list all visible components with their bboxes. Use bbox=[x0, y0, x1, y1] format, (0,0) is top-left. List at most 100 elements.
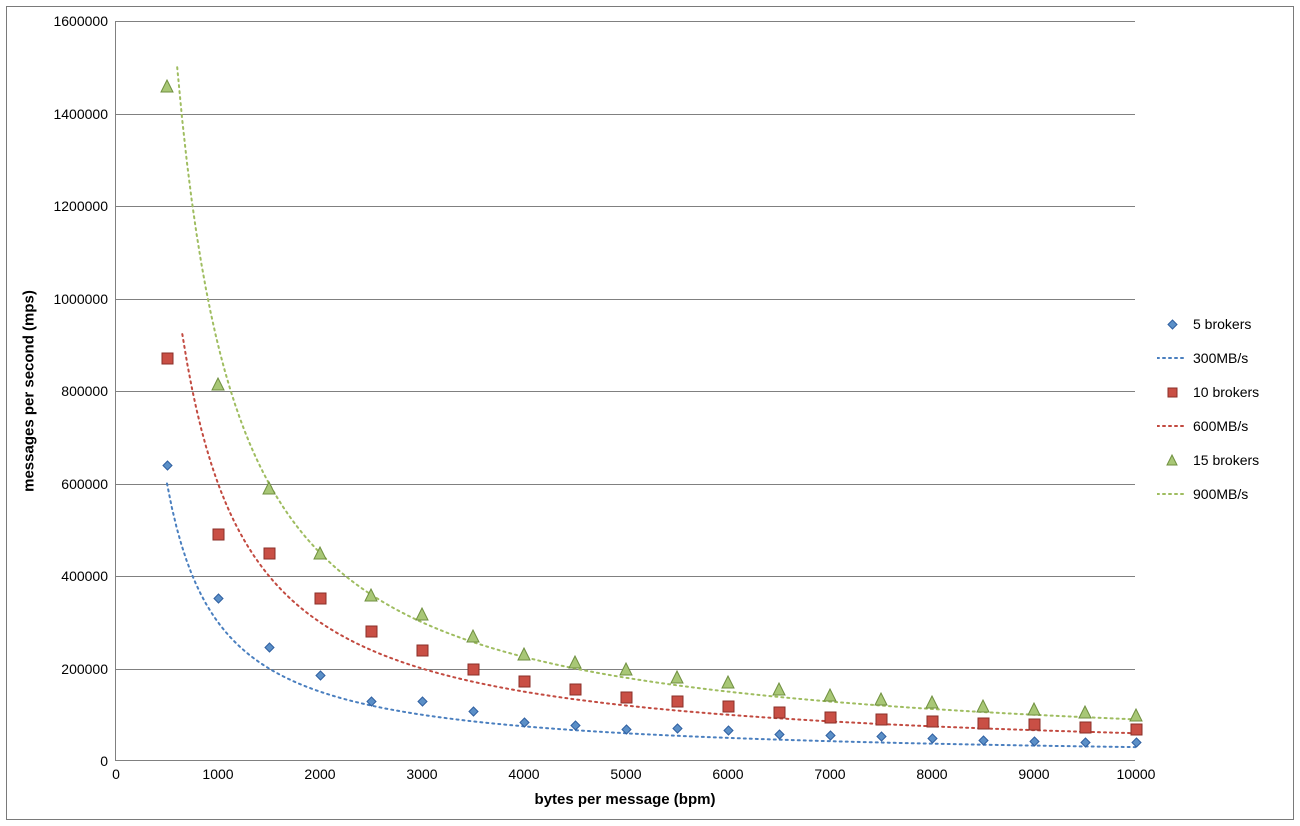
data-point bbox=[1129, 708, 1143, 722]
legend-item: 5 brokers bbox=[1157, 307, 1259, 341]
data-point bbox=[722, 700, 735, 713]
data-point bbox=[876, 731, 887, 742]
x-tick-label: 6000 bbox=[712, 760, 743, 782]
data-point bbox=[721, 675, 735, 689]
data-point bbox=[518, 675, 531, 688]
data-point bbox=[927, 733, 938, 744]
data-point bbox=[262, 481, 276, 495]
data-point bbox=[160, 79, 174, 93]
legend-label: 600MB/s bbox=[1187, 418, 1248, 434]
data-point bbox=[772, 682, 786, 696]
data-point bbox=[825, 730, 836, 741]
legend-label: 15 brokers bbox=[1187, 452, 1259, 468]
legend-item: 900MB/s bbox=[1157, 477, 1259, 511]
legend-item: 10 brokers bbox=[1157, 375, 1259, 409]
legend-label: 300MB/s bbox=[1187, 350, 1248, 366]
data-point bbox=[773, 706, 786, 719]
legend-swatch bbox=[1157, 421, 1187, 431]
data-point bbox=[621, 724, 632, 735]
y-axis-label: messages per second (mps) bbox=[21, 290, 38, 492]
x-tick-label: 2000 bbox=[304, 760, 335, 782]
legend-swatch bbox=[1157, 489, 1187, 499]
legend-swatch bbox=[1157, 387, 1187, 398]
data-point bbox=[925, 695, 939, 709]
data-point bbox=[672, 723, 683, 734]
data-point bbox=[365, 625, 378, 638]
legend-item: 600MB/s bbox=[1157, 409, 1259, 443]
data-point bbox=[774, 729, 785, 740]
data-point bbox=[467, 663, 480, 676]
x-tick-label: 10000 bbox=[1117, 760, 1156, 782]
legend-swatch bbox=[1157, 454, 1187, 466]
x-tick-label: 1000 bbox=[202, 760, 233, 782]
legend-item: 300MB/s bbox=[1157, 341, 1259, 375]
data-point bbox=[161, 352, 174, 365]
data-point bbox=[619, 662, 633, 676]
data-point bbox=[1130, 723, 1143, 736]
chart-frame: 0 200000 400000 600000 800000 1000000 1200000 1… bbox=[6, 6, 1294, 820]
data-point bbox=[315, 670, 326, 681]
y-tick-label: 400000 bbox=[61, 568, 116, 584]
x-tick-label: 3000 bbox=[406, 760, 437, 782]
data-point bbox=[468, 706, 479, 717]
legend-swatch bbox=[1157, 319, 1187, 330]
data-point bbox=[213, 593, 224, 604]
data-point bbox=[264, 642, 275, 653]
data-point bbox=[1080, 737, 1091, 748]
x-tick-label: 0 bbox=[112, 760, 120, 782]
data-point bbox=[313, 546, 327, 560]
data-point bbox=[1029, 736, 1040, 747]
y-tick-label: 600000 bbox=[61, 476, 116, 492]
legend-label: 10 brokers bbox=[1187, 384, 1259, 400]
data-point bbox=[874, 692, 888, 706]
data-point bbox=[620, 691, 633, 704]
data-point bbox=[416, 644, 429, 657]
plot-area: 0200000400000600000800000100000012000001… bbox=[115, 21, 1135, 761]
data-point bbox=[162, 460, 173, 471]
legend-swatch bbox=[1157, 353, 1187, 363]
data-point bbox=[263, 547, 276, 560]
data-point bbox=[875, 713, 888, 726]
data-point bbox=[926, 715, 939, 728]
data-point bbox=[977, 717, 990, 730]
y-tick-label: 1600000 bbox=[53, 13, 116, 29]
y-tick-label: 1200000 bbox=[53, 198, 116, 214]
data-point bbox=[1131, 737, 1142, 748]
data-point bbox=[670, 670, 684, 684]
data-point bbox=[823, 688, 837, 702]
data-point bbox=[1078, 705, 1092, 719]
legend-label: 900MB/s bbox=[1187, 486, 1248, 502]
x-axis-label: bytes per message (bpm) bbox=[535, 791, 716, 808]
data-point bbox=[211, 377, 225, 391]
trend-line-t900 bbox=[177, 67, 1136, 719]
data-point bbox=[1027, 702, 1041, 716]
legend-item: 15 brokers bbox=[1157, 443, 1259, 477]
data-point bbox=[568, 655, 582, 669]
data-point bbox=[1079, 721, 1092, 734]
y-tick-label: 1400000 bbox=[53, 106, 116, 122]
data-point bbox=[212, 528, 225, 541]
y-tick-label: 1000000 bbox=[53, 291, 116, 307]
data-point bbox=[415, 607, 429, 621]
data-point bbox=[978, 735, 989, 746]
data-point bbox=[1028, 718, 1041, 731]
x-tick-label: 4000 bbox=[508, 760, 539, 782]
data-point bbox=[364, 588, 378, 602]
data-point bbox=[976, 699, 990, 713]
x-tick-label: 7000 bbox=[814, 760, 845, 782]
legend-label: 5 brokers bbox=[1187, 316, 1251, 332]
y-tick-label: 800000 bbox=[61, 383, 116, 399]
data-point bbox=[417, 696, 428, 707]
x-tick-label: 8000 bbox=[916, 760, 947, 782]
data-point bbox=[519, 717, 530, 728]
legend: 5 brokers 300MB/s 10 brokers 600MB/s 15 brok… bbox=[1157, 307, 1259, 511]
data-point bbox=[824, 711, 837, 724]
y-tick-label: 200000 bbox=[61, 661, 116, 677]
data-point bbox=[366, 696, 377, 707]
data-point bbox=[466, 629, 480, 643]
data-point bbox=[517, 647, 531, 661]
data-point bbox=[569, 683, 582, 696]
data-point bbox=[723, 725, 734, 736]
x-tick-label: 5000 bbox=[610, 760, 641, 782]
data-point bbox=[314, 592, 327, 605]
